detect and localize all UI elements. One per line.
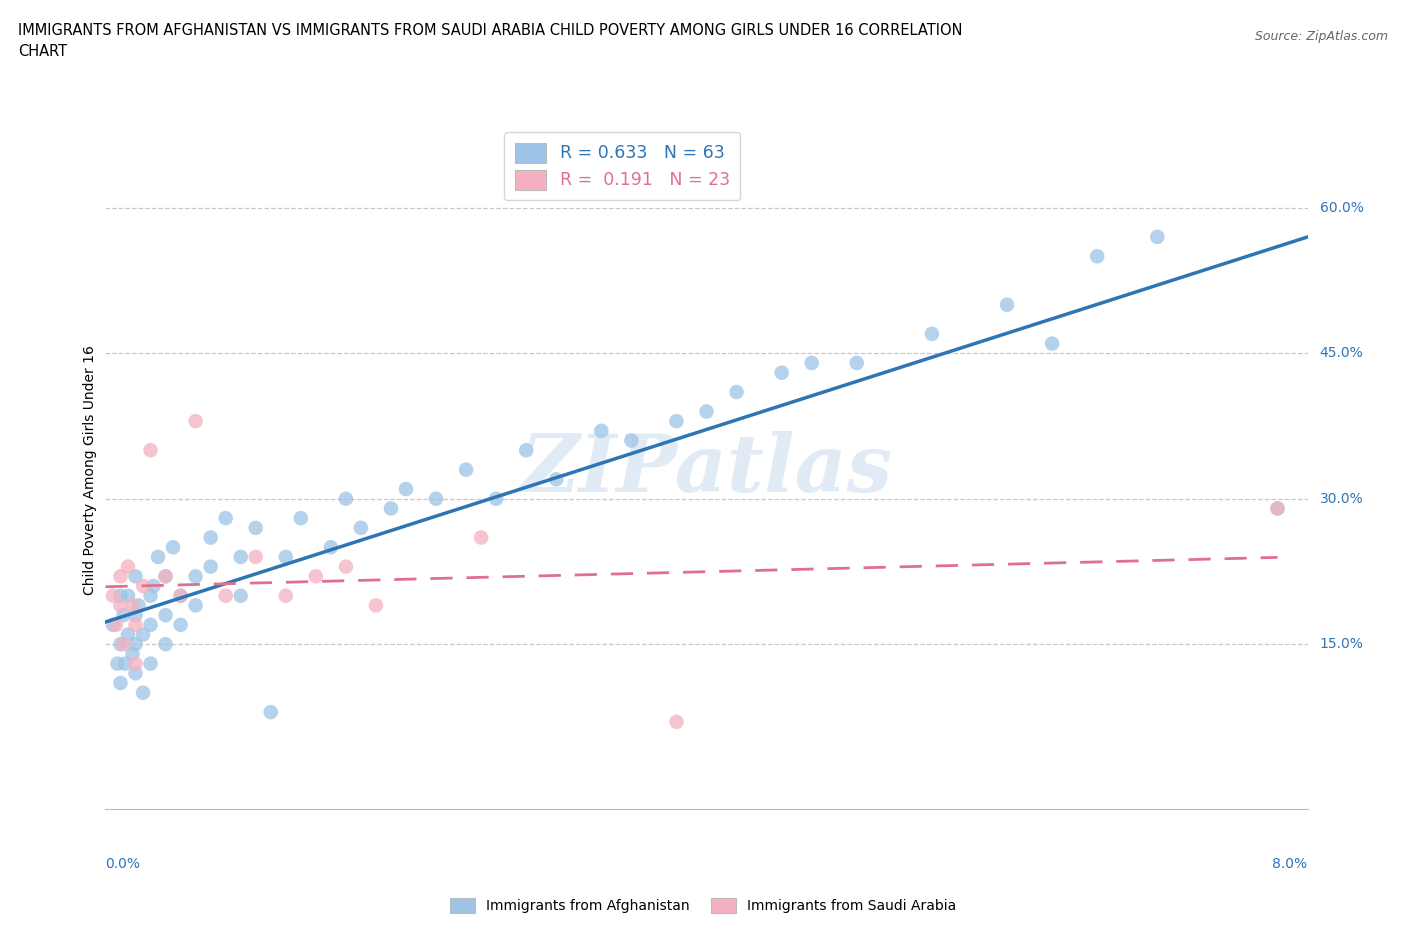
Point [107, 657, 129, 671]
Point [139, 443, 162, 458]
Point [139, 618, 162, 632]
Text: IMMIGRANTS FROM AFGHANISTAN VS IMMIGRANTS FROM SAUDI ARABIA CHILD POVERTY AMONG : IMMIGRANTS FROM AFGHANISTAN VS IMMIGRANT… [18, 23, 963, 60]
Point [110, 637, 132, 652]
Point [114, 657, 136, 671]
Text: 60.0%: 60.0% [1320, 201, 1364, 215]
Point [214, 511, 236, 525]
Point [162, 539, 184, 554]
Point [146, 550, 169, 565]
Point [110, 589, 132, 604]
Point [350, 521, 373, 536]
Point [995, 298, 1018, 312]
Text: ZIPatlas: ZIPatlas [520, 431, 893, 509]
Text: 15.0%: 15.0% [1320, 637, 1364, 651]
Point [725, 385, 748, 400]
Point [800, 355, 823, 370]
Point [110, 675, 132, 690]
Text: 0.0%: 0.0% [105, 857, 141, 870]
Point [124, 666, 146, 681]
Point [155, 569, 177, 584]
Point [395, 482, 418, 497]
Point [124, 569, 146, 584]
Point [364, 598, 387, 613]
Point [274, 589, 297, 604]
Point [132, 627, 155, 642]
Point [155, 637, 177, 652]
Point [184, 569, 207, 584]
Legend: R = 0.633   N = 63, R =  0.191   N = 23: R = 0.633 N = 63, R = 0.191 N = 23 [505, 132, 741, 200]
Text: 8.0%: 8.0% [1272, 857, 1308, 870]
Point [112, 607, 135, 622]
Point [380, 501, 402, 516]
Point [214, 589, 236, 604]
Point [335, 559, 357, 574]
Text: Source: ZipAtlas.com: Source: ZipAtlas.com [1254, 30, 1388, 43]
Point [245, 550, 267, 565]
Point [200, 559, 222, 574]
Point [117, 589, 139, 604]
Point [1085, 249, 1108, 264]
Point [921, 326, 943, 341]
Point [169, 589, 191, 604]
Point [184, 414, 207, 429]
Point [229, 589, 252, 604]
Point [1267, 501, 1289, 516]
Point [305, 569, 328, 584]
Point [117, 627, 139, 642]
Point [591, 423, 613, 438]
Point [184, 598, 207, 613]
Point [620, 433, 643, 448]
Point [132, 685, 155, 700]
Text: 45.0%: 45.0% [1320, 346, 1364, 360]
Point [110, 598, 132, 613]
Point [112, 637, 135, 652]
Point [169, 589, 191, 604]
Point [290, 511, 312, 525]
Point [229, 550, 252, 565]
Text: 30.0%: 30.0% [1320, 492, 1364, 506]
Point [139, 657, 162, 671]
Point [101, 589, 124, 604]
Point [121, 646, 143, 661]
Point [132, 578, 155, 593]
Point [546, 472, 568, 486]
Point [104, 618, 127, 632]
Point [335, 491, 357, 506]
Point [845, 355, 868, 370]
Point [425, 491, 447, 506]
Point [128, 598, 150, 613]
Point [515, 443, 537, 458]
Point [454, 462, 477, 477]
Point [155, 569, 177, 584]
Y-axis label: Child Poverty Among Girls Under 16: Child Poverty Among Girls Under 16 [83, 345, 97, 594]
Point [470, 530, 492, 545]
Point [665, 714, 688, 729]
Point [117, 559, 139, 574]
Point [124, 657, 146, 671]
Legend: Immigrants from Afghanistan, Immigrants from Saudi Arabia: Immigrants from Afghanistan, Immigrants … [444, 892, 962, 919]
Point [770, 365, 793, 380]
Point [696, 404, 718, 418]
Point [124, 607, 146, 622]
Point [169, 618, 191, 632]
Point [1040, 336, 1063, 351]
Point [1267, 501, 1289, 516]
Point [319, 539, 342, 554]
Point [200, 530, 222, 545]
Point [260, 705, 283, 720]
Point [139, 589, 162, 604]
Point [665, 414, 688, 429]
Point [124, 637, 146, 652]
Point [274, 550, 297, 565]
Point [121, 598, 143, 613]
Point [155, 607, 177, 622]
Point [245, 521, 267, 536]
Point [110, 569, 132, 584]
Point [142, 578, 165, 593]
Point [485, 491, 508, 506]
Point [124, 618, 146, 632]
Point [1146, 230, 1168, 245]
Point [101, 618, 124, 632]
